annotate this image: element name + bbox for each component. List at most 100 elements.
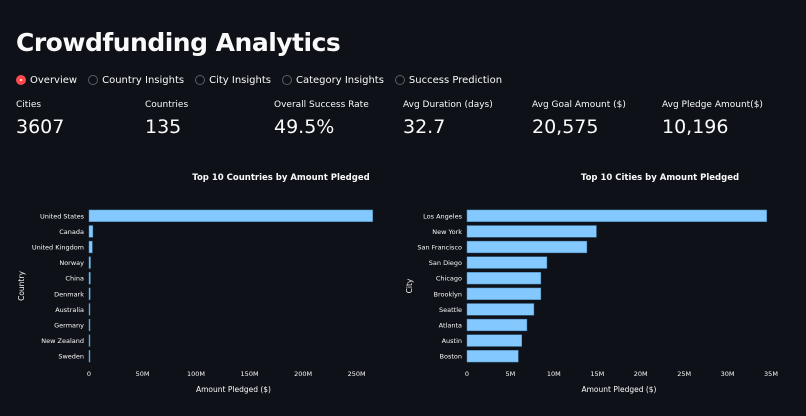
metric-label: Cities bbox=[16, 100, 42, 110]
x-tick-label: 5M bbox=[506, 370, 516, 378]
metric-countries: Countries 135 bbox=[145, 100, 188, 138]
radio-unselected-icon[interactable] bbox=[195, 75, 206, 85]
y-tick-label: Chicago bbox=[436, 275, 462, 283]
chart-title: Top 10 Countries by Amount Pledged bbox=[192, 173, 369, 183]
x-tick-label: 20M bbox=[634, 370, 648, 378]
metric-avg-pledge: Avg Pledge Amount($) 10,196 bbox=[662, 100, 763, 138]
bar bbox=[88, 256, 91, 269]
x-axis-label: Amount Pledged ($) bbox=[582, 385, 657, 394]
y-tick-label: New Zealand bbox=[41, 337, 84, 345]
y-tick-label: United Kingdom bbox=[32, 244, 84, 252]
y-tick-label: China bbox=[65, 275, 84, 283]
bar bbox=[466, 240, 588, 254]
y-tick-label: Austin bbox=[442, 337, 462, 345]
y-tick-label: Atlanta bbox=[439, 322, 462, 330]
view-radio-group: Overview Country Insights City Insights … bbox=[16, 72, 513, 88]
bar bbox=[88, 318, 91, 332]
metric-value: 49.5% bbox=[274, 116, 335, 138]
metric-label: Avg Duration (days) bbox=[403, 100, 493, 110]
radio-unselected-icon[interactable] bbox=[394, 75, 405, 85]
x-tick-label: 200M bbox=[294, 370, 312, 378]
y-tick-label: New York bbox=[432, 228, 462, 236]
y-tick-label: Australia bbox=[55, 306, 84, 314]
bar bbox=[466, 318, 528, 332]
y-tick-label: Sweden bbox=[58, 353, 84, 361]
radio-success-prediction[interactable]: Success Prediction bbox=[394, 74, 503, 86]
x-tick-label: 15M bbox=[590, 370, 604, 378]
radio-label: City Insights bbox=[209, 74, 271, 86]
x-tick-label: 25M bbox=[677, 370, 691, 378]
radio-category-insights[interactable]: Category Insights bbox=[281, 74, 384, 86]
metric-success-rate: Overall Success Rate 49.5% bbox=[274, 100, 369, 138]
x-tick-label: 30M bbox=[721, 370, 735, 378]
radio-overview[interactable]: Overview bbox=[16, 75, 77, 86]
y-tick-label: Denmark bbox=[54, 290, 84, 298]
bar bbox=[466, 287, 542, 300]
countries-chart: Top 10 Countries by Amount Pledged United… bbox=[0, 168, 400, 408]
x-tick-label: 10M bbox=[547, 370, 561, 378]
metric-label: Overall Success Rate bbox=[274, 100, 369, 110]
bar bbox=[88, 225, 94, 238]
y-tick-label: Norway bbox=[59, 259, 84, 267]
x-tick-label: 50M bbox=[136, 370, 150, 378]
x-tick-label: 100M bbox=[187, 370, 205, 378]
x-tick-label: 0 bbox=[465, 370, 469, 378]
bar bbox=[88, 272, 91, 285]
x-tick-label: 250M bbox=[348, 370, 366, 378]
y-axis-label: City bbox=[405, 278, 414, 293]
metric-value: 20,575 bbox=[532, 116, 599, 138]
y-tick-label: Los Angeles bbox=[423, 212, 462, 220]
x-tick-label: 150M bbox=[241, 370, 259, 378]
x-axis-label: Amount Pledged ($) bbox=[196, 385, 271, 394]
bar bbox=[466, 256, 548, 269]
radio-selected-icon[interactable] bbox=[16, 75, 26, 85]
metric-value: 3607 bbox=[16, 116, 65, 138]
metric-avg-duration: Avg Duration (days) 32.7 bbox=[403, 100, 493, 138]
bar bbox=[88, 209, 373, 222]
metric-value: 135 bbox=[145, 116, 182, 138]
radio-unselected-icon[interactable] bbox=[88, 75, 99, 85]
y-tick-label: Canada bbox=[59, 228, 84, 236]
metric-value: 32.7 bbox=[403, 116, 446, 138]
bar bbox=[466, 225, 597, 238]
bar bbox=[88, 350, 91, 363]
radio-label: Category Insights bbox=[295, 74, 384, 86]
metric-label: Avg Pledge Amount($) bbox=[662, 100, 763, 110]
bar bbox=[466, 350, 519, 363]
radio-label: Country Insights bbox=[102, 74, 185, 86]
metrics-row: Cities 3607 Countries 135 Overall Succes… bbox=[0, 100, 806, 140]
chart-title: Top 10 Cities by Amount Pledged bbox=[581, 173, 739, 183]
bar bbox=[88, 303, 91, 316]
y-tick-label: San Diego bbox=[429, 259, 462, 267]
bar bbox=[466, 272, 542, 285]
page-title: Crowdfunding Analytics bbox=[16, 27, 341, 57]
x-tick-label: 0 bbox=[87, 370, 91, 378]
countries-chart-svg: Top 10 Countries by Amount Pledged United… bbox=[17, 173, 373, 394]
bar bbox=[88, 334, 91, 347]
y-axis-label: Country bbox=[17, 271, 26, 301]
radio-country-insights[interactable]: Country Insights bbox=[88, 75, 184, 86]
bar bbox=[466, 334, 522, 347]
metric-value: 10,196 bbox=[662, 116, 729, 138]
cities-chart: Top 10 Cities by Amount Pledged Los Angel… bbox=[400, 168, 806, 408]
metric-avg-goal: Avg Goal Amount ($) 20,575 bbox=[532, 100, 626, 138]
y-tick-label: San Francisco bbox=[417, 244, 462, 252]
bar bbox=[88, 287, 91, 300]
metric-label: Countries bbox=[145, 100, 189, 110]
metric-cities: Cities 3607 bbox=[16, 100, 64, 138]
x-tick-label: 35M bbox=[764, 370, 778, 378]
y-tick-label: Brooklyn bbox=[434, 290, 462, 298]
y-tick-label: Boston bbox=[440, 353, 462, 361]
metric-label: Avg Goal Amount ($) bbox=[532, 100, 626, 110]
radio-label: Success Prediction bbox=[408, 74, 503, 86]
radio-label: Overview bbox=[30, 74, 78, 86]
cities-chart-svg: Top 10 Cities by Amount Pledged Los Angel… bbox=[405, 173, 778, 394]
bar bbox=[466, 303, 535, 316]
radio-city-insights[interactable]: City Insights bbox=[195, 75, 271, 86]
bar bbox=[466, 209, 767, 222]
y-tick-label: Seattle bbox=[439, 306, 462, 314]
y-tick-label: Germany bbox=[54, 322, 84, 330]
radio-unselected-icon[interactable] bbox=[281, 75, 292, 85]
y-tick-label: United States bbox=[40, 212, 85, 220]
bar bbox=[88, 240, 93, 254]
